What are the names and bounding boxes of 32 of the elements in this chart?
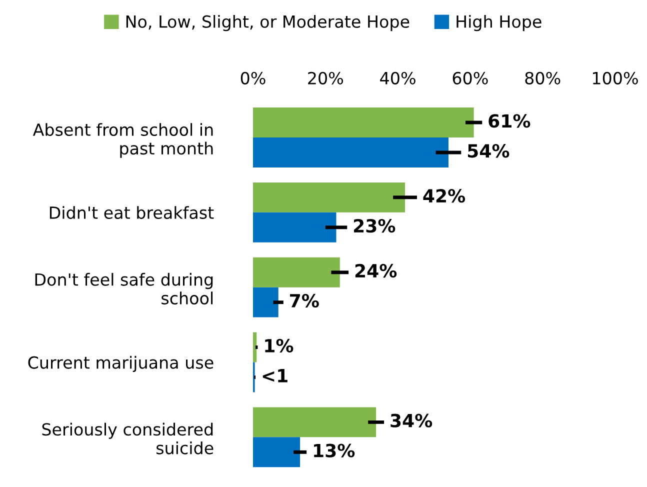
data-label: 42% [423,189,466,203]
x-tick-label: 80% [525,72,560,84]
y-tick-label: Don't feel safe during school [35,272,213,304]
y-tick-label: Seriously considered suicide [42,422,214,454]
x-tick-label: 60% [452,72,488,84]
bar [253,407,376,438]
x-tick-label: 100% [593,72,638,84]
bar [253,437,300,468]
bar [253,137,448,168]
bar [253,332,257,362]
data-label: 34% [390,414,432,428]
legend-label: No, Low, Slight, or Moderate Hope [126,15,410,32]
bar [253,108,474,138]
data-label: 61% [488,114,530,128]
y-tick-label: Absent from school in past month [32,123,213,158]
data-label: 7% [290,294,319,308]
bar [253,212,336,242]
data-label: 24% [355,264,397,278]
data-label: <1 [262,369,288,382]
x-tick-label: 40% [380,72,416,84]
y-tick-label: Current marijuana use [28,356,214,372]
bar [253,182,406,212]
data-label: 1% [265,338,294,353]
x-tick-label: 0% [240,72,266,84]
data-label: 54% [468,144,510,158]
bar [253,287,278,318]
legend-label: High Hope [456,15,542,32]
bar [253,257,340,288]
data-label: 23% [354,218,396,233]
y-tick-label: Didn't eat breakfast [50,206,214,219]
x-tick-label: 20% [308,72,343,84]
data-label: 13% [314,444,355,458]
